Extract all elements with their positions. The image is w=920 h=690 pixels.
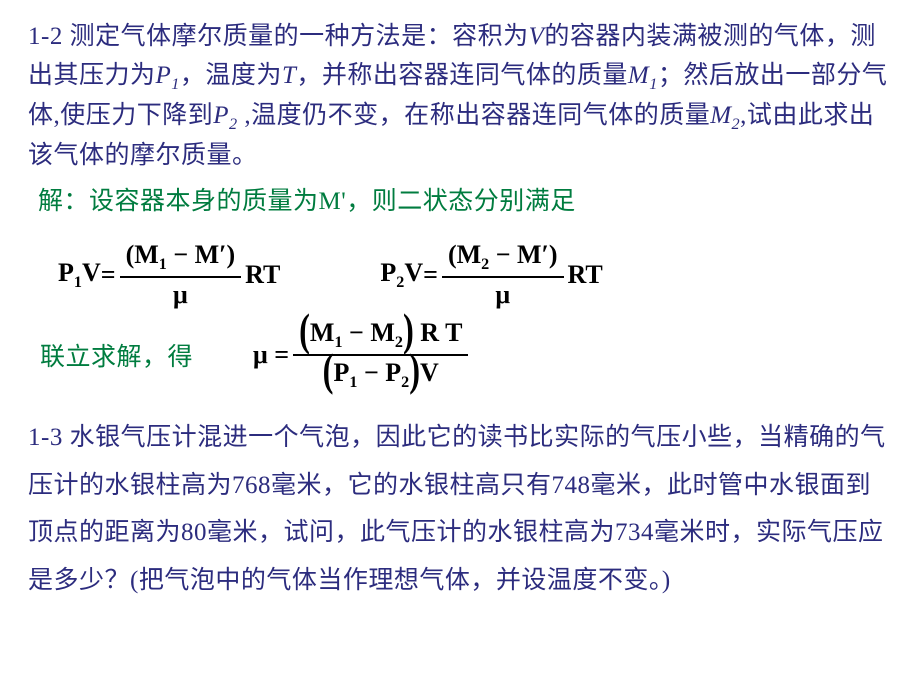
eq2-num-Msub: 2 [481, 256, 489, 273]
eq1-num-M: (M [126, 240, 159, 269]
p1-text-3a: 质量 [577, 62, 628, 89]
eq2-numerator: (M2 − M′) [442, 240, 564, 278]
eq1-P: P [58, 258, 74, 287]
eq1-num-tail: − M′) [167, 240, 235, 269]
eq3-den-mid: − P [357, 358, 401, 387]
eq1-num-Msub: 1 [159, 256, 167, 273]
problem-1-3: 1-3 水银气压计混进一个气泡，因此它的读书比实际的气压小些，当精确的气压计的水… [28, 414, 892, 604]
var-T: T [282, 62, 296, 89]
eq3-num-M2s: 2 [395, 334, 403, 351]
eq3-num-tail: R T [414, 318, 463, 347]
var-M2: M [710, 102, 731, 129]
var-P1: P [156, 62, 172, 89]
problem-2-label: 1-3 [28, 424, 63, 451]
eq3-den-P1: P [334, 358, 350, 387]
eq3-fraction: (M1 − M2) R T (P1 − P2)V [293, 318, 468, 392]
var-P2: P [213, 102, 229, 129]
p1-text-1b: 的容器内装满被 [544, 23, 723, 50]
p1-text-4a: 称出容器连同气体的质量 [430, 102, 711, 129]
eq1-Psub: 1 [74, 274, 82, 291]
equation-row-1: P1V = (M1 − M′) μ RT P2V = (M2 − M′) μ [58, 240, 892, 310]
eq2-V: V [404, 258, 423, 287]
eq1-denominator: μ [167, 278, 194, 310]
equation-row-2: 联立求解，得 μ = (M1 − M2) R T (P1 − P2)V [28, 318, 892, 392]
eq3-denominator: (P1 − P2)V [317, 356, 445, 392]
problem-2-text: 水银气压计混进一个气泡，因此它的读书比实际的气压小些，当精确的气压计的水银柱高为… [28, 424, 886, 594]
eq2-rhs: RT [568, 260, 603, 290]
eq3-num-mid: − M [343, 318, 395, 347]
eq3-numerator: (M1 − M2) R T [293, 318, 468, 356]
problem-1-2: 1-2 测定气体摩尔质量的一种方法是：容积为V的容器内装满被测的气体，测出其压力… [28, 18, 892, 176]
solution-line-1: 解：设容器本身的质量为M'，则二状态分别满足 [38, 182, 892, 222]
eq3-num-M1s: 1 [334, 334, 342, 351]
var-V: V [529, 23, 545, 50]
var-P2-sub: 2 [229, 115, 238, 133]
equation-2: P2V = (M2 − M′) μ RT [380, 240, 602, 310]
eq1-V: V [82, 258, 101, 287]
eq3-num-M1: M [310, 318, 335, 347]
eq1-rhs: RT [245, 260, 280, 290]
var-P1-sub: 1 [171, 75, 180, 93]
eq2-denominator: μ [489, 278, 516, 310]
eq2-fraction: (M2 − M′) μ [442, 240, 564, 310]
eq2-num-M: (M [448, 240, 481, 269]
eq2-equals: = [423, 260, 438, 290]
equation-3: μ = (M1 − M2) R T (P1 − P2)V [253, 318, 472, 392]
eq3-lhs: μ = [253, 340, 289, 370]
eq3-den-tail: V [420, 358, 439, 387]
p1-text-2b: ，温度为 [180, 62, 282, 89]
eq2-lhs: P2V [380, 258, 423, 292]
eq1-fraction: (M1 − M′) μ [120, 240, 242, 310]
equation-1: P1V = (M1 − M′) μ RT [58, 240, 280, 310]
eq3-den-P2s: 2 [401, 374, 409, 391]
p1-text-3c: ,温度仍不变，在 [238, 102, 430, 129]
eq1-lhs: P1V [58, 258, 101, 292]
var-M1: M [628, 62, 649, 89]
p1-text-1: 测定气体摩尔质量的一种方法是：容积为 [63, 23, 529, 50]
slide-page: 1-2 测定气体摩尔质量的一种方法是：容积为V的容器内装满被测的气体，测出其压力… [0, 0, 920, 690]
solution-label-2: 联立求解，得 [40, 337, 193, 373]
var-M2-sub: 2 [732, 115, 741, 133]
var-M1-sub: 1 [649, 75, 658, 93]
eq2-num-tail: − M′) [489, 240, 557, 269]
problem-label: 1-2 [28, 23, 63, 50]
eq1-equals: = [101, 260, 116, 290]
eq1-numerator: (M1 − M′) [120, 240, 242, 278]
eq2-P: P [380, 258, 396, 287]
p1-text-2c: ，并称出容器连同气体的 [296, 62, 577, 89]
